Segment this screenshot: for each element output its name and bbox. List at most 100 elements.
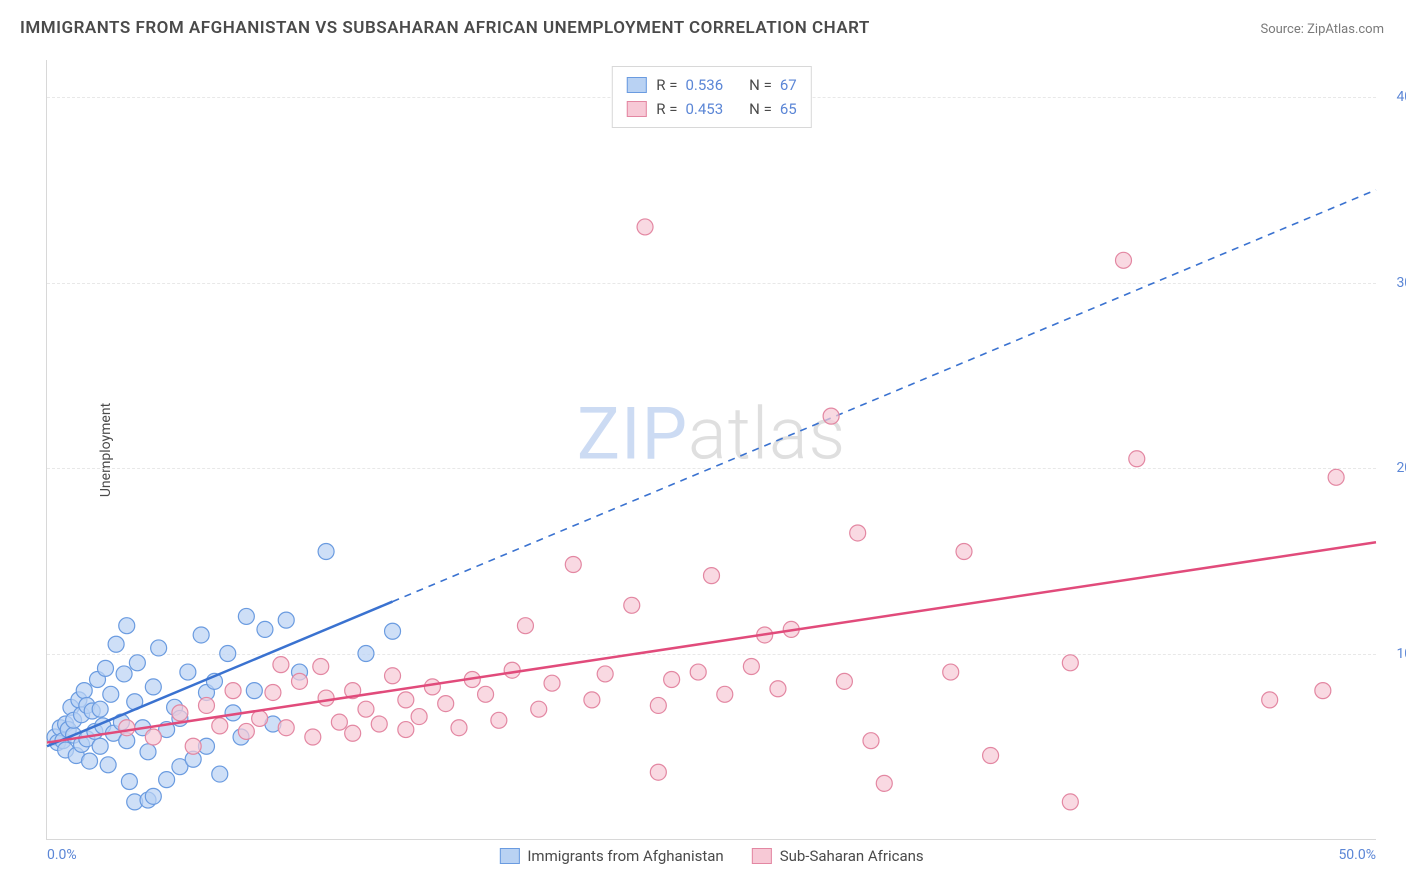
data-point [850, 525, 866, 541]
data-point [956, 544, 972, 560]
correlation-legend: R = 0.536 N = 67 R = 0.453 N = 65 [611, 66, 811, 128]
data-point [424, 679, 440, 695]
y-tick-label: 20.0% [1396, 460, 1406, 476]
data-point [385, 668, 401, 684]
data-point [292, 673, 308, 689]
data-point [1062, 794, 1078, 810]
data-point [717, 686, 733, 702]
swatch-subsaharan [626, 101, 646, 117]
data-point [92, 738, 108, 754]
data-point [637, 219, 653, 235]
data-point [198, 697, 214, 713]
data-point [278, 612, 294, 628]
chart-title: IMMIGRANTS FROM AFGHANISTAN VS SUBSAHARA… [20, 18, 870, 38]
data-point [770, 681, 786, 697]
data-point [478, 686, 494, 702]
data-point [544, 675, 560, 691]
data-point [1328, 469, 1344, 485]
data-point [331, 714, 347, 730]
x-tick-label: 0.0% [47, 847, 77, 863]
data-point [193, 627, 209, 643]
data-point [238, 723, 254, 739]
data-point [863, 733, 879, 749]
data-point [491, 712, 507, 728]
data-point [531, 701, 547, 717]
data-point [398, 692, 414, 708]
data-point [246, 683, 262, 699]
data-point [212, 766, 228, 782]
plot-area: Unemployment ZIPatlas 10.0%20.0%30.0%40.… [46, 60, 1376, 840]
data-point [451, 720, 467, 736]
data-point [97, 660, 113, 676]
data-point [119, 618, 135, 634]
legend-label: Sub-Saharan Africans [780, 847, 924, 865]
data-point [1262, 692, 1278, 708]
source-attribution: Source: ZipAtlas.com [1260, 22, 1384, 37]
data-point [823, 408, 839, 424]
data-point [257, 621, 273, 637]
legend-label: Immigrants from Afghanistan [527, 847, 723, 865]
data-point [597, 666, 613, 682]
data-point [690, 664, 706, 680]
data-point [876, 775, 892, 791]
data-point [180, 664, 196, 680]
data-point [1115, 252, 1131, 268]
data-point [983, 748, 999, 764]
y-tick-label: 40.0% [1396, 89, 1406, 105]
legend-item-subsaharan: Sub-Saharan Africans [752, 847, 924, 865]
data-point [411, 709, 427, 725]
data-point [82, 753, 98, 769]
data-point [172, 705, 188, 721]
data-point [159, 772, 175, 788]
swatch-afghanistan [499, 848, 519, 864]
data-point [371, 716, 387, 732]
data-point [398, 722, 414, 738]
data-point [212, 718, 228, 734]
data-point [145, 788, 161, 804]
data-point [100, 757, 116, 773]
swatch-afghanistan [626, 77, 646, 93]
data-point [624, 597, 640, 613]
data-point [358, 701, 374, 717]
trend-line-dashed [393, 190, 1376, 602]
data-point [265, 684, 281, 700]
data-point [313, 659, 329, 675]
data-point [650, 697, 666, 713]
data-point [650, 764, 666, 780]
scatter-svg [47, 60, 1376, 839]
data-point [220, 646, 236, 662]
data-point [1315, 683, 1331, 699]
data-point [318, 544, 334, 560]
data-point [318, 690, 334, 706]
data-point [836, 673, 852, 689]
chart-container: IMMIGRANTS FROM AFGHANISTAN VS SUBSAHARA… [0, 0, 1406, 892]
data-point [358, 646, 374, 662]
data-point [238, 608, 254, 624]
swatch-subsaharan [752, 848, 772, 864]
data-point [119, 720, 135, 736]
data-point [103, 686, 119, 702]
data-point [140, 744, 156, 760]
data-point [145, 729, 161, 745]
data-point [743, 659, 759, 675]
data-point [704, 568, 720, 584]
data-point [385, 623, 401, 639]
legend-row-subsaharan: R = 0.453 N = 65 [626, 97, 796, 121]
data-point [517, 618, 533, 634]
data-point [252, 710, 268, 726]
data-point [504, 662, 520, 678]
data-point [145, 679, 161, 695]
data-point [438, 696, 454, 712]
data-point [151, 640, 167, 656]
data-point [584, 692, 600, 708]
data-point [664, 671, 680, 687]
legend-item-afghanistan: Immigrants from Afghanistan [499, 847, 723, 865]
data-point [565, 556, 581, 572]
data-point [305, 729, 321, 745]
data-point [1062, 655, 1078, 671]
y-tick-label: 30.0% [1396, 275, 1406, 291]
data-point [116, 666, 132, 682]
x-tick-label: 50.0% [1338, 847, 1376, 863]
data-point [108, 636, 124, 652]
data-point [943, 664, 959, 680]
